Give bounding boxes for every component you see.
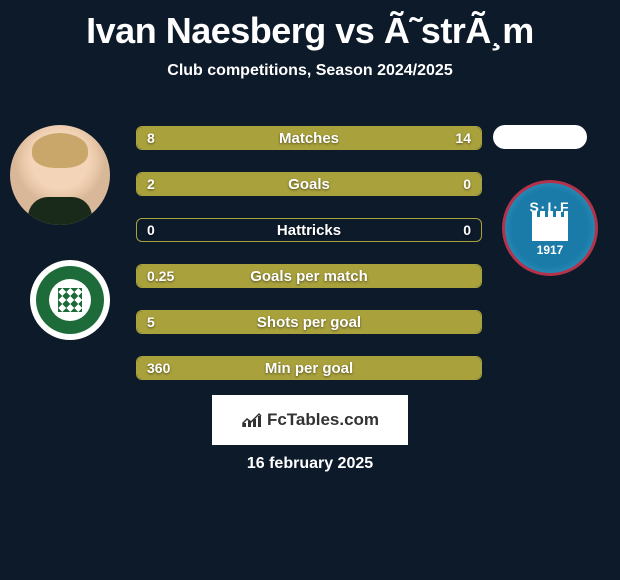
stat-row: 0 Hattricks 0	[136, 218, 482, 242]
brand-text: FcTables.com	[267, 410, 379, 430]
stat-value-right: 0	[463, 176, 471, 192]
stat-row: 2 Goals 0	[136, 172, 482, 196]
stat-row: 5 Shots per goal	[136, 310, 482, 334]
stat-label: Min per goal	[265, 360, 353, 377]
club-badge-left-inner	[36, 266, 104, 334]
stat-value-left: 8	[147, 130, 155, 146]
stat-row: 0.25 Goals per match	[136, 264, 482, 288]
date-label: 16 february 2025	[247, 455, 373, 473]
stat-value-right: 0	[463, 222, 471, 238]
club-badge-right-year: 1917	[537, 243, 564, 257]
castle-icon	[532, 217, 568, 241]
stat-row: 8 Matches 14	[136, 126, 482, 150]
chart-icon	[241, 411, 263, 429]
stat-value-left: 0	[147, 222, 155, 238]
page-title: Ivan Naesberg vs Ã˜strÃ¸m	[0, 0, 620, 52]
stats-container: 8 Matches 14 2 Goals 0 0 Hattricks 0 0.25 Goals pe…	[136, 126, 482, 402]
player-avatar-right	[493, 125, 587, 149]
page-subtitle: Club competitions, Season 2024/2025	[0, 62, 620, 80]
stat-fill-left	[137, 127, 261, 149]
brand-badge: FcTables.com	[212, 395, 408, 445]
player-avatar-left	[10, 125, 110, 225]
stat-value-left: 2	[147, 176, 155, 192]
stat-label: Goals per match	[250, 268, 368, 285]
stat-value-left: 360	[147, 360, 170, 376]
stat-label: Hattricks	[277, 222, 341, 239]
club-badge-right: S·I·F 1917	[502, 180, 598, 276]
stat-row: 360 Min per goal	[136, 356, 482, 380]
stat-label: Shots per goal	[257, 314, 361, 331]
club-badge-left	[30, 260, 110, 340]
stat-value-left: 5	[147, 314, 155, 330]
stat-label: Goals	[288, 176, 330, 193]
stat-value-right: 14	[455, 130, 471, 146]
stat-label: Matches	[279, 130, 339, 147]
stat-value-left: 0.25	[147, 268, 174, 284]
